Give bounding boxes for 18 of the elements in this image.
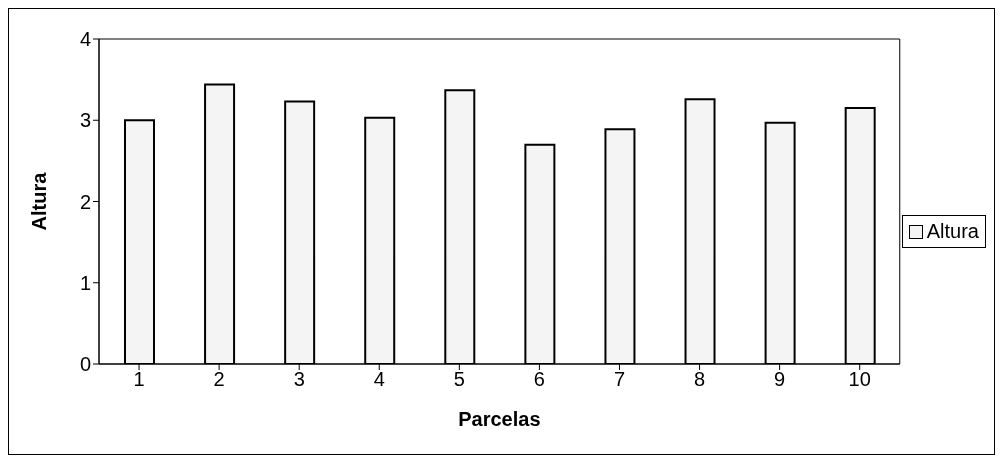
x-tick-label: 7: [613, 368, 626, 391]
x-tick-label: 1: [133, 368, 145, 391]
y-tick-label: 3: [79, 109, 91, 132]
y-tick-label: 1: [79, 271, 91, 294]
x-tick-label: 8: [694, 368, 706, 391]
x-tick-label: 3: [293, 368, 305, 391]
x-tick-label: 5: [453, 368, 465, 391]
x-tick-label: 2: [213, 368, 225, 391]
x-tick-label: 4: [373, 368, 385, 391]
y-tick-label: 2: [79, 190, 91, 213]
x-tick-label: 10: [848, 368, 871, 391]
y-tick-label: 0: [79, 353, 91, 376]
y-axis-title: Altura: [28, 171, 51, 231]
x-tick-label: 9: [774, 368, 786, 391]
x-axis-title: Parcelas: [458, 408, 541, 430]
x-tick-label: 6: [533, 368, 545, 391]
legend-label: Altura: [926, 220, 979, 243]
y-tick-label: 4: [79, 28, 91, 51]
